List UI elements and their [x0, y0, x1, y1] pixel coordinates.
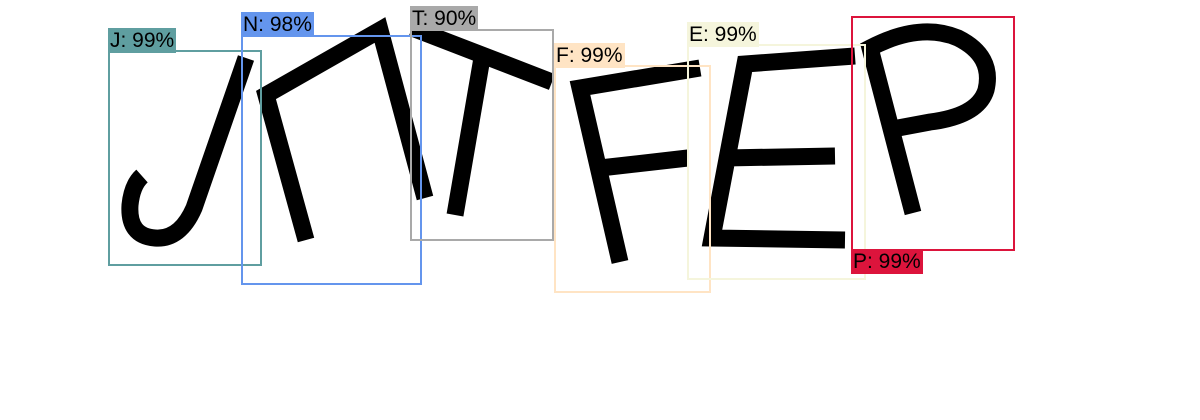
bbox-n: [241, 35, 422, 285]
glyph-n: [256, 17, 434, 243]
detection-label-f: F: 99%: [554, 43, 625, 68]
bbox-e: [687, 44, 866, 280]
detection-label-e: E: 99%: [687, 22, 759, 47]
detection-label-n: N: 98%: [241, 12, 314, 37]
bbox-f: [554, 65, 711, 293]
bbox-j: [108, 50, 262, 266]
glyph-p: [860, 23, 996, 216]
glyph-e: [701, 47, 856, 249]
detection-label-t: T: 90%: [410, 6, 479, 31]
detection-label-j: J: 99%: [108, 28, 177, 53]
detection-label-p: P: 99%: [851, 249, 923, 274]
bbox-t: [410, 29, 554, 241]
glyph-t: [408, 20, 556, 217]
glyph-f: [569, 59, 702, 264]
glyph-j: [121, 55, 255, 247]
bbox-p: [851, 16, 1015, 251]
